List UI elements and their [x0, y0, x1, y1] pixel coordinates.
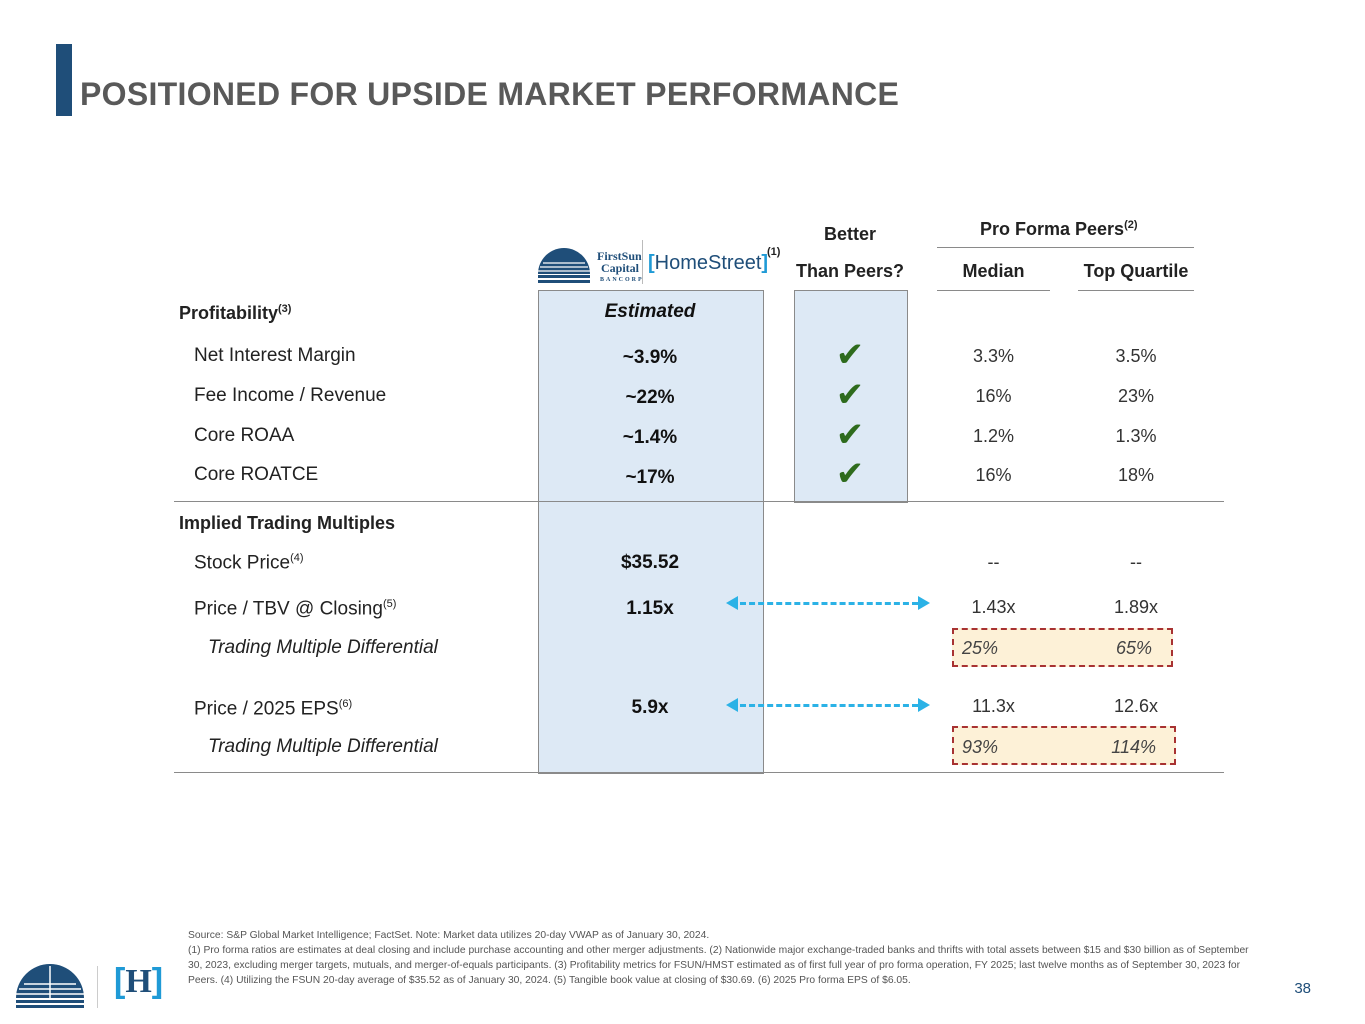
comparison-arrow	[740, 704, 918, 707]
section-divider	[174, 501, 1224, 502]
row-label-price-tbv: Price / TBV @ Closing(5)	[194, 598, 397, 620]
peers-header-rule	[937, 247, 1194, 248]
check-icon: ✔	[835, 375, 865, 415]
firstsun-footer-logo-icon	[10, 960, 90, 1010]
top-quartile-core-roaa: 1.3%	[1115, 426, 1157, 446]
profitability-heading: Profitability(3)	[179, 303, 292, 323]
row-value-nim: ~3.9%	[622, 347, 678, 368]
arrow-left-icon	[726, 698, 738, 712]
footnotes: Source: S&P Global Market Intelligence; …	[188, 928, 1263, 988]
arrow-left-icon	[726, 596, 738, 610]
top-quartile-nim: 3.5%	[1115, 346, 1157, 366]
table-bottom-rule	[174, 772, 1224, 773]
firstsun-wordmark: FirstSun Capital BANCORP	[597, 249, 644, 283]
row-value-stock-price: $35.52	[620, 552, 680, 573]
top-quartile-price-eps: 12.6x	[1113, 696, 1159, 716]
footnote-source: Source: S&P Global Market Intelligence; …	[188, 930, 710, 941]
estimated-label: Estimated	[604, 301, 696, 322]
median-stock-price: --	[987, 552, 1000, 572]
firstsun-logo-icon	[534, 244, 594, 286]
tbv-differential-box	[952, 628, 1173, 667]
better-than-peers-column	[794, 290, 908, 503]
check-icon: ✔	[835, 415, 865, 455]
comparison-arrow	[740, 602, 918, 605]
row-value-fee-income: ~22%	[625, 387, 675, 408]
top-quartile-core-roatce: 18%	[1117, 465, 1155, 485]
top-quartile-eps-differential: 114%	[1111, 737, 1156, 757]
better-header-line1: Better	[823, 224, 876, 244]
row-label-tbv-differential: Trading Multiple Differential	[208, 637, 438, 658]
median-nim: 3.3%	[972, 346, 1015, 366]
homestreet-footer-logo: [H]	[114, 962, 164, 1000]
median-header: Median	[962, 261, 1025, 281]
footnote-details: (1) Pro forma ratios are estimates at de…	[188, 945, 1249, 986]
arrow-right-icon	[918, 596, 930, 610]
page-number: 38	[1294, 980, 1311, 997]
check-icon: ✔	[835, 335, 865, 375]
median-header-rule	[937, 290, 1050, 291]
median-price-tbv: 1.43x	[971, 597, 1016, 617]
median-eps-differential: 93%	[962, 737, 999, 757]
row-label-core-roaa: Core ROAA	[194, 425, 295, 446]
page-title: POSITIONED FOR UPSIDE MARKET PERFORMANCE	[80, 76, 900, 112]
top-quartile-header-rule	[1078, 290, 1194, 291]
median-core-roaa: 1.2%	[972, 426, 1015, 446]
row-value-core-roatce: ~17%	[625, 467, 675, 488]
row-value-core-roaa: ~1.4%	[622, 427, 678, 448]
row-label-fee-income: Fee Income / Revenue	[194, 385, 387, 406]
logo-divider	[642, 240, 643, 284]
median-tbv-differential: 25%	[962, 638, 999, 658]
row-value-price-eps: 5.9x	[631, 697, 669, 718]
eps-differential-box	[952, 726, 1176, 765]
multiples-heading: Implied Trading Multiples	[179, 513, 396, 533]
median-core-roatce: 16%	[975, 465, 1012, 485]
top-quartile-stock-price: --	[1130, 552, 1142, 572]
top-quartile-price-tbv: 1.89x	[1113, 597, 1159, 617]
arrow-right-icon	[918, 698, 930, 712]
combined-company-column	[538, 290, 764, 774]
top-quartile-fee-income: 23%	[1117, 386, 1155, 406]
pro-forma-peers-header: Pro Forma Peers(2)	[980, 219, 1138, 239]
better-header-line2: Than Peers?	[795, 261, 905, 281]
check-icon: ✔	[835, 454, 865, 494]
homestreet-logo: [HomeStreet]	[648, 252, 769, 274]
homestreet-footnote-ref: (1)	[767, 246, 781, 258]
top-quartile-header: Top Quartile	[1083, 261, 1189, 281]
row-value-price-tbv: 1.15x	[626, 598, 674, 619]
title-accent-bar	[56, 44, 72, 116]
median-price-eps: 11.3x	[972, 696, 1015, 716]
row-label-price-eps: Price / 2025 EPS(6)	[194, 698, 353, 720]
row-label-stock-price: Stock Price(4)	[194, 552, 304, 574]
row-label-eps-differential: Trading Multiple Differential	[208, 736, 438, 757]
row-label-core-roatce: Core ROATCE	[194, 464, 319, 485]
row-label-nim: Net Interest Margin	[194, 345, 356, 366]
median-fee-income: 16%	[975, 386, 1012, 406]
footer-logo-divider	[97, 966, 98, 1008]
top-quartile-tbv-differential: 65%	[1115, 638, 1152, 658]
